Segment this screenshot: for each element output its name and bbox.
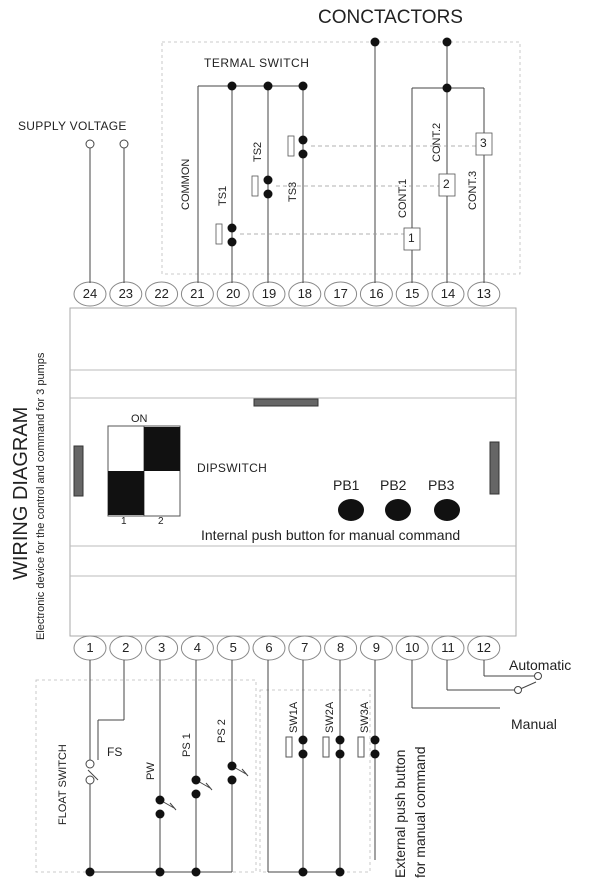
terminal-oval <box>359 281 393 307</box>
sw3a-label: SW3A <box>359 701 371 733</box>
float-switch-label: FLOAT SWITCH <box>57 744 69 825</box>
terminal-number: 24 <box>82 286 98 301</box>
termal-switch-title: TERMAL SWITCH <box>204 56 310 70</box>
bottom-contact-dots <box>85 735 380 877</box>
terminal-oval <box>252 635 286 661</box>
wiring-diagram-title: WIRING DIAGRAM <box>10 406 32 580</box>
top-wiring <box>89 42 485 283</box>
terminal-number: 22 <box>154 286 169 301</box>
device-description: Electronic device for the control and co… <box>35 352 47 640</box>
actuator-links <box>240 145 484 235</box>
left-mount-bar <box>73 445 84 497</box>
terminal-number: 2 <box>122 640 130 655</box>
terminal-oval <box>359 635 393 661</box>
terminal-oval <box>324 281 358 307</box>
terminal-number: 17 <box>333 286 348 301</box>
dipswitch-graphic <box>107 425 181 517</box>
terminal-oval <box>109 281 143 307</box>
terminal-oval <box>431 635 465 661</box>
cont-num-2: 2 <box>443 177 450 191</box>
terminal-oval <box>431 281 465 307</box>
terminal-oval <box>324 635 358 661</box>
terminal-number: 5 <box>229 640 237 655</box>
pw-label: PW <box>145 762 157 780</box>
cont-num-1: 1 <box>408 231 415 245</box>
terminal-number: 3 <box>157 640 166 655</box>
ts2-label: TS2 <box>252 141 264 162</box>
terminal-number: 13 <box>476 286 492 301</box>
automatic-label: Automatic <box>509 657 572 673</box>
terminal-oval <box>180 281 214 307</box>
top-mount-bar <box>253 398 319 407</box>
terminal-number: 10 <box>404 640 420 655</box>
cont3-label: CONT.3 <box>467 170 479 210</box>
dip-2-label: 2 <box>158 516 164 527</box>
fs-contacts <box>85 672 542 785</box>
terminal-number: 15 <box>404 286 420 301</box>
terminal-number: 7 <box>301 640 309 655</box>
contactors-title: CONCTACTORS <box>318 7 463 28</box>
terminal-number: 6 <box>265 640 273 655</box>
terminal-oval <box>180 635 214 661</box>
ps2-label: PS 2 <box>216 719 228 743</box>
dipswitch-label: DIPSWITCH <box>197 461 268 475</box>
ts3-label: TS3 <box>287 181 299 202</box>
sw2a-label: SW2A <box>324 701 336 733</box>
terminal-number: 1 <box>86 640 94 655</box>
internal-pb-caption: Internal push button for manual command <box>201 527 461 543</box>
dip-1-label: 1 <box>121 516 127 527</box>
terminal-oval <box>109 635 143 661</box>
terminal-number: 14 <box>440 286 456 301</box>
common-label: COMMON <box>180 158 192 210</box>
bottom-wiring <box>87 660 538 873</box>
top-terminal-block <box>73 281 501 307</box>
terminal-oval <box>216 635 250 661</box>
contactor-coils <box>403 132 493 251</box>
supply-voltage-title: SUPPLY VOLTAGE <box>18 119 127 133</box>
cont-num-3: 3 <box>480 136 487 150</box>
pb3-label: PB3 <box>428 477 455 493</box>
terminal-oval <box>288 281 322 307</box>
external-pb-line1: External push button <box>392 749 408 878</box>
terminal-number: 23 <box>118 286 134 301</box>
terminal-number: 20 <box>225 286 241 301</box>
terminal-number: 9 <box>372 640 380 655</box>
bottom-terminal-block <box>73 635 501 661</box>
terminal-oval <box>216 281 250 307</box>
pb1-label: PB1 <box>333 477 360 493</box>
manual-label: Manual <box>511 716 557 732</box>
terminal-number: 21 <box>190 286 205 301</box>
pb2-label: PB2 <box>380 477 407 493</box>
ts-contact-boxes <box>215 135 295 245</box>
terminal-oval <box>252 281 286 307</box>
terminal-number: 4 <box>193 640 201 655</box>
top-contact-dots <box>227 37 452 247</box>
sw1a-label: SW1A <box>288 701 300 733</box>
terminal-oval <box>145 635 179 661</box>
cont2-label: CONT.2 <box>431 122 443 162</box>
terminal-oval <box>145 281 179 307</box>
push-buttons <box>338 499 460 521</box>
terminal-number: 12 <box>476 640 492 655</box>
terminal-oval <box>288 635 322 661</box>
terminal-number: 8 <box>336 640 345 655</box>
cont1-label: CONT.1 <box>397 178 409 218</box>
supply-terminals <box>85 139 129 149</box>
terminal-number: 11 <box>441 640 455 655</box>
fs-label: FS <box>107 745 123 759</box>
right-mount-bar <box>489 441 500 495</box>
terminal-number: 19 <box>261 286 277 301</box>
ts1-label: TS1 <box>217 185 229 206</box>
external-pb-line2: for manual command <box>412 746 428 878</box>
ps1-label: PS 1 <box>181 733 193 757</box>
dip-on-label: ON <box>131 413 148 425</box>
terminal-number: 16 <box>369 286 384 301</box>
terminal-number: 18 <box>297 286 313 301</box>
